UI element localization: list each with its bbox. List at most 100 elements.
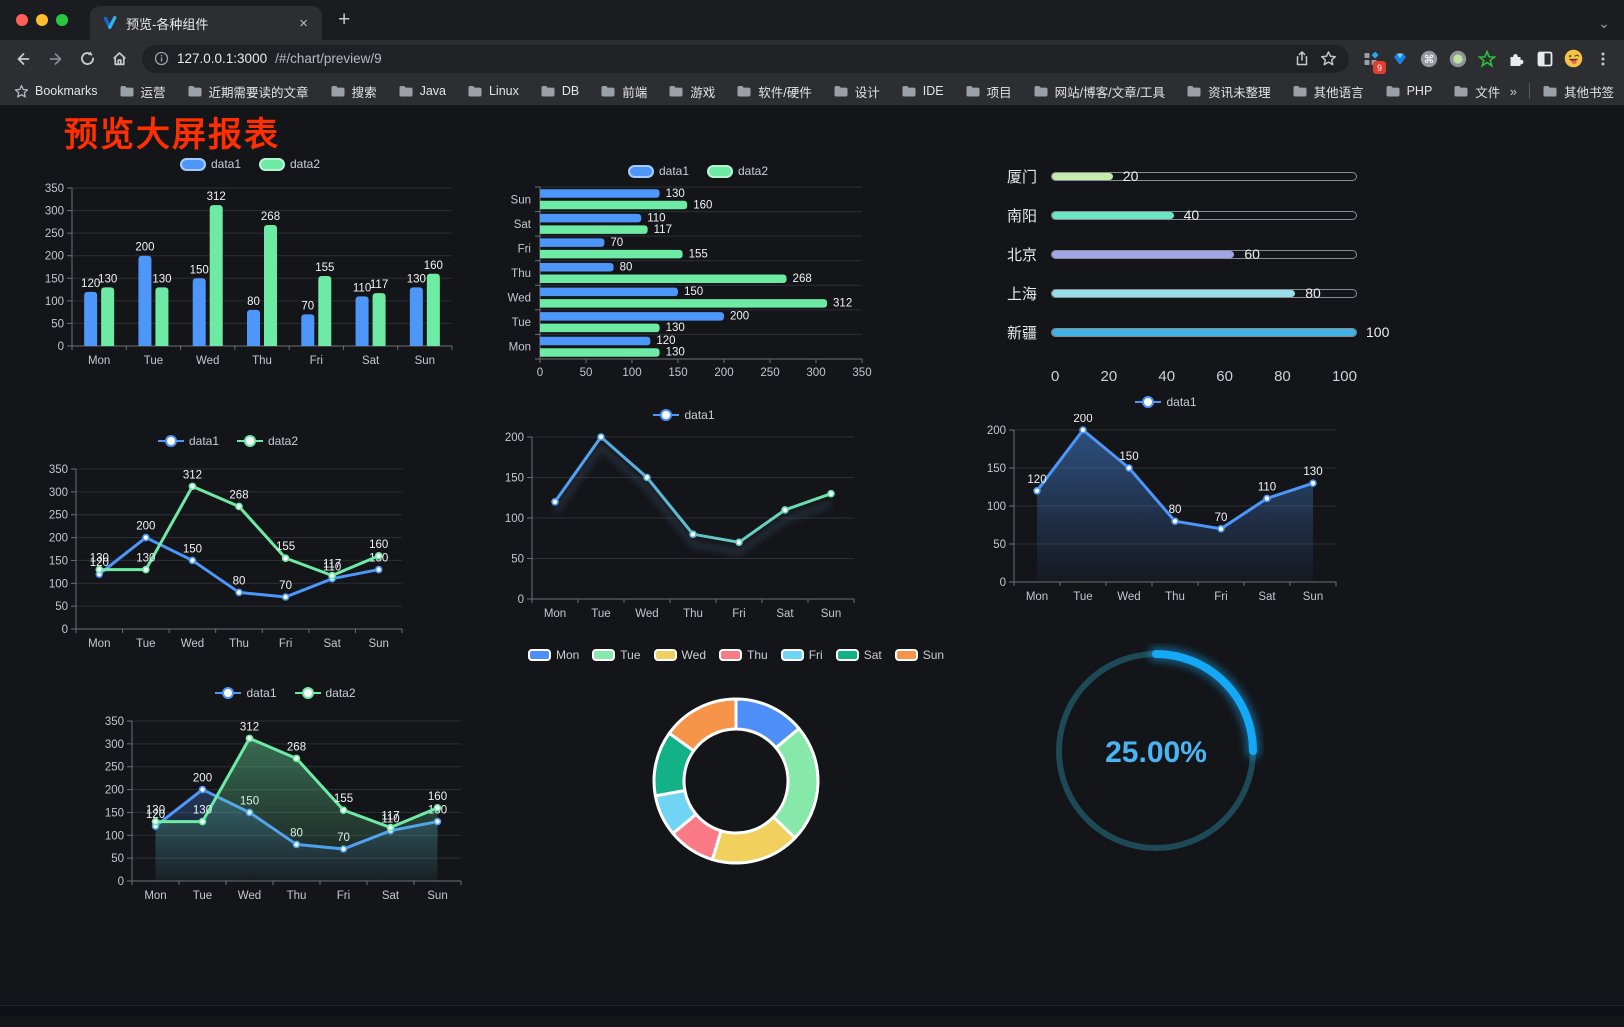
data-point-data2-Mon[interactable]: [95, 565, 104, 574]
data-point-data2-Wed[interactable]: [188, 482, 197, 491]
grouped-bar-chart[interactable]: data1 data2 0 50 100 150 200 250 300 350 Mon Tue Wed…: [40, 150, 460, 372]
data-point-data1-Tue[interactable]: [198, 785, 207, 794]
bar-data1-Tue[interactable]: [540, 312, 724, 321]
bar-data2-Mon[interactable]: [540, 348, 660, 357]
legend-item-data2[interactable]: data2: [707, 164, 768, 178]
bar-data1-Thu[interactable]: [247, 309, 260, 346]
site-info-icon[interactable]: [154, 51, 169, 66]
legend-item-data1[interactable]: data1: [179, 157, 241, 171]
data-point-data1-Wed[interactable]: [188, 556, 197, 565]
legend-item-data1[interactable]: data1: [215, 686, 277, 700]
bookmark-folder[interactable]: 网站/博客/文章/工具: [1033, 82, 1165, 101]
data-point-data1-Tue[interactable]: [1079, 426, 1087, 434]
bookmark-folder[interactable]: 搜索: [330, 82, 377, 101]
data-point-data1-Sat[interactable]: [781, 506, 789, 514]
data-point-data2-Tue[interactable]: [142, 565, 150, 574]
bar-data2-Sat[interactable]: [540, 225, 648, 234]
bar-plot-area[interactable]: 0 50 100 150 200 250 300 350 Mon Tue Wed Thu Fri Sat S…: [40, 176, 460, 372]
bookmark-folder[interactable]: PHP: [1385, 84, 1432, 98]
forward-button[interactable]: [40, 44, 70, 74]
bookmarks-overflow-button[interactable]: »: [1509, 83, 1517, 99]
browser-tab[interactable]: 预览-各种组件 ×: [90, 6, 322, 40]
bar-data2-Sun[interactable]: [540, 200, 688, 210]
data-point-data1-Thu[interactable]: [689, 530, 697, 538]
bar-data1-Sun[interactable]: [409, 287, 423, 346]
data-point-data1-Fri[interactable]: [281, 593, 290, 601]
legend-item-data1[interactable]: data1: [1135, 395, 1197, 409]
data-point-data1-Sun[interactable]: [1309, 479, 1317, 487]
bookmark-folder[interactable]: DB: [540, 84, 579, 98]
bar-data2-Sun[interactable]: [426, 273, 440, 346]
bookmark-folder[interactable]: 资讯未整理: [1186, 82, 1271, 101]
legend-item-data1[interactable]: data1: [653, 408, 715, 422]
tab-close-icon[interactable]: ×: [299, 14, 308, 32]
legend-item-data1[interactable]: data1: [157, 434, 219, 448]
donut-plot-area[interactable]: [540, 667, 932, 869]
data-point-data2-Thu[interactable]: [235, 502, 243, 511]
bar-data2-Thu[interactable]: [264, 225, 277, 346]
bar-data2-Thu[interactable]: [540, 274, 787, 284]
data-point-data1-Thu[interactable]: [235, 588, 243, 597]
extension-gem-icon[interactable]: [1386, 45, 1413, 72]
line-plot-area[interactable]: 0 50 100 150 200 250 300 350 Mon Tue Wed Thu Fri Sat S…: [42, 453, 414, 657]
gauge-plot-area[interactable]: 25.00%: [1048, 643, 1264, 859]
gradient-line-chart[interactable]: data1 0 50 100 150 200 Mon Tue Wed Thu Fri Sat Sun: [500, 395, 868, 627]
data-point-data1-Wed[interactable]: [643, 473, 651, 482]
reload-button[interactable]: [72, 44, 102, 74]
area-line-chart[interactable]: data1 0 50 100 150 200 Mon Tue Wed Thu Fri Sat Sun 12…: [982, 385, 1350, 608]
extension-puzzle-icon[interactable]: [1502, 45, 1529, 72]
line-plot-area[interactable]: 0 50 100 150 200 Mon Tue Wed Thu Fri Sat Sun: [500, 427, 868, 627]
sidebar-toggle-icon[interactable]: [1531, 45, 1558, 72]
donut-chart[interactable]: Mon Tue Wed Thu Fri Sat Sun: [527, 638, 944, 869]
bar-data1-Sat[interactable]: [355, 296, 369, 346]
tab-overview-chevron-icon[interactable]: ⌄: [1598, 15, 1610, 31]
progress-track[interactable]: 100: [1051, 324, 1389, 340]
minimize-window-button[interactable]: [36, 14, 48, 26]
extension-grid-icon[interactable]: 9: [1357, 45, 1386, 74]
bar-data1-Fri[interactable]: [540, 238, 605, 247]
bar-data2-Wed[interactable]: [209, 205, 223, 346]
progress-track[interactable]: 60: [1051, 246, 1357, 262]
bar-data1-Mon[interactable]: [84, 291, 98, 346]
bar-data2-Mon[interactable]: [101, 287, 115, 346]
legend-item-Fri[interactable]: Fri: [780, 648, 823, 662]
data-point-data1-Sat[interactable]: [1263, 494, 1271, 503]
horizontal-bar-chart[interactable]: data1 data2 0 50 100 150 200 250 300 350 Sun 130 160…: [502, 153, 894, 383]
donut-slice-Sun[interactable]: [667, 697, 738, 753]
bookmark-star-icon[interactable]: [1320, 50, 1337, 67]
bookmark-folder[interactable]: 其他语言: [1292, 82, 1364, 101]
data-point-data1-Sun[interactable]: [374, 565, 383, 574]
progress-track[interactable]: 80: [1051, 285, 1357, 301]
bookmark-folder[interactable]: IDE: [901, 84, 944, 98]
home-button[interactable]: [104, 44, 134, 74]
bar-data1-Tue[interactable]: [138, 255, 152, 346]
data-point-data1-Tue[interactable]: [142, 533, 150, 542]
bookmarks-root[interactable]: Bookmarks: [14, 84, 98, 99]
legend-item-data2[interactable]: data2: [237, 434, 298, 448]
bar-data2-Wed[interactable]: [540, 299, 828, 308]
extension-command-icon[interactable]: ⌘: [1415, 45, 1442, 72]
bar-data2-Tue[interactable]: [155, 287, 169, 346]
data-point-data1-Mon[interactable]: [1033, 487, 1041, 495]
extension-emoji-icon[interactable]: [1560, 45, 1587, 72]
data-point-data2-Wed[interactable]: [245, 734, 254, 743]
data-point-data1-Mon[interactable]: [551, 498, 559, 506]
data-point-data2-Fri[interactable]: [339, 806, 348, 814]
data-point-data1-Tue[interactable]: [597, 433, 605, 441]
bar-data1-Thu[interactable]: [540, 263, 614, 272]
address-bar[interactable]: 127.0.0.1:3000 /#/chart/preview/9: [142, 44, 1349, 73]
progress-track[interactable]: 20: [1051, 168, 1357, 184]
dual-line-chart[interactable]: data1 data2 0 50 100 150 200 250 300 350 Mon Tue Wed…: [42, 415, 414, 657]
line-plot-area[interactable]: 0 50 100 150 200 Mon Tue Wed Thu Fri Sat Sun 120 200 1…: [982, 414, 1350, 608]
bar-data1-Wed[interactable]: [192, 278, 206, 346]
bookmark-folder[interactable]: 设计: [833, 82, 880, 101]
new-tab-button[interactable]: +: [338, 8, 351, 31]
menu-kebab-icon[interactable]: [1589, 45, 1616, 72]
data-point-data2-Tue[interactable]: [198, 817, 207, 826]
bar-data1-Fri[interactable]: [301, 314, 315, 346]
bar-data2-Fri[interactable]: [540, 249, 683, 259]
legend-item-data2[interactable]: data2: [259, 157, 320, 171]
other-bookmarks-folder[interactable]: 其他书签: [1542, 82, 1614, 101]
data-point-data1-Thu[interactable]: [1171, 517, 1179, 525]
